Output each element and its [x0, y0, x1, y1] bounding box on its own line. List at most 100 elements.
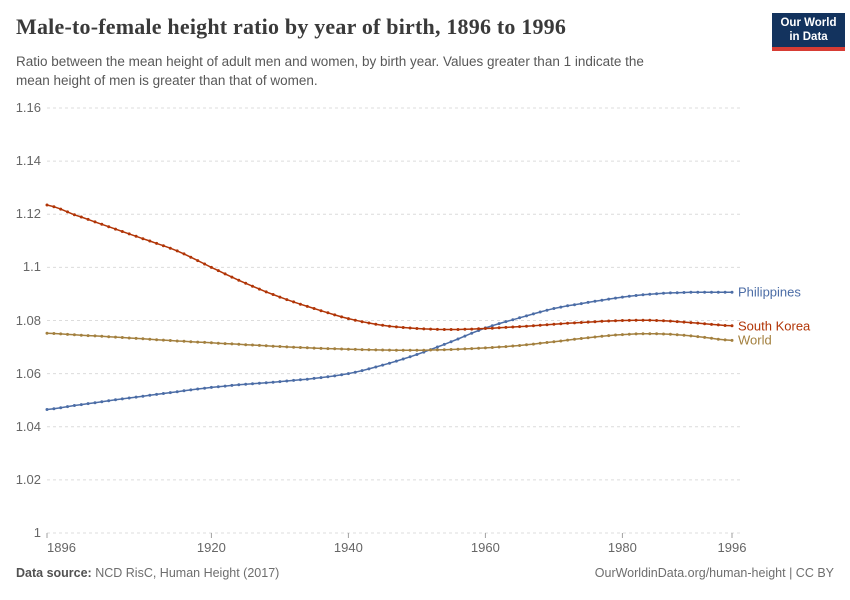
data-point[interactable]	[340, 373, 344, 377]
data-point[interactable]	[107, 399, 111, 403]
data-point[interactable]	[326, 311, 330, 315]
data-point[interactable]	[257, 287, 261, 291]
data-point[interactable]	[216, 341, 220, 345]
data-point[interactable]	[689, 334, 693, 338]
data-point[interactable]	[668, 319, 672, 323]
data-point[interactable]	[388, 348, 391, 352]
data-point[interactable]	[264, 290, 268, 294]
data-point[interactable]	[525, 343, 528, 347]
data-point[interactable]	[196, 340, 200, 344]
data-point[interactable]	[175, 390, 179, 394]
series-label-world[interactable]: World	[738, 332, 772, 348]
data-point[interactable]	[689, 290, 693, 294]
data-point[interactable]	[114, 398, 117, 402]
data-point[interactable]	[360, 348, 364, 352]
data-point[interactable]	[230, 275, 234, 279]
data-point[interactable]	[148, 337, 152, 341]
data-point[interactable]	[600, 298, 604, 302]
data-point[interactable]	[189, 340, 193, 344]
data-point[interactable]	[607, 297, 611, 301]
data-point[interactable]	[730, 324, 734, 328]
data-point[interactable]	[662, 291, 665, 295]
data-point[interactable]	[415, 327, 419, 330]
data-point[interactable]	[52, 332, 56, 335]
data-point[interactable]	[716, 337, 720, 341]
data-point[interactable]	[435, 345, 439, 349]
data-point[interactable]	[374, 365, 378, 369]
data-point[interactable]	[278, 380, 282, 384]
data-point[interactable]	[634, 294, 638, 297]
data-point[interactable]	[298, 346, 302, 349]
data-point[interactable]	[394, 348, 398, 352]
data-point[interactable]	[655, 292, 659, 296]
data-point[interactable]	[264, 381, 268, 385]
data-point[interactable]	[531, 342, 535, 346]
data-point[interactable]	[600, 319, 604, 323]
data-point[interactable]	[305, 304, 309, 308]
data-point[interactable]	[497, 322, 501, 326]
data-point[interactable]	[607, 319, 611, 323]
data-point[interactable]	[586, 320, 590, 324]
data-point[interactable]	[538, 323, 542, 327]
data-point[interactable]	[326, 375, 330, 379]
data-point[interactable]	[648, 292, 652, 296]
series-line-world[interactable]	[46, 332, 733, 352]
data-point[interactable]	[593, 299, 597, 303]
data-point[interactable]	[285, 298, 289, 302]
data-point[interactable]	[203, 386, 207, 390]
data-point[interactable]	[559, 305, 563, 309]
data-point[interactable]	[381, 323, 385, 327]
data-point[interactable]	[456, 337, 460, 341]
data-point[interactable]	[586, 336, 590, 340]
data-point[interactable]	[463, 327, 467, 331]
data-point[interactable]	[483, 327, 487, 330]
data-point[interactable]	[607, 334, 611, 338]
data-point[interactable]	[559, 322, 563, 326]
data-point[interactable]	[531, 324, 535, 328]
data-point[interactable]	[648, 318, 652, 322]
data-point[interactable]	[518, 316, 522, 320]
data-point[interactable]	[703, 290, 707, 294]
data-point[interactable]	[435, 327, 439, 331]
data-point[interactable]	[394, 325, 398, 329]
data-point[interactable]	[182, 339, 186, 343]
data-point[interactable]	[353, 318, 357, 322]
data-point[interactable]	[579, 337, 583, 340]
data-point[interactable]	[264, 344, 268, 348]
data-point[interactable]	[182, 389, 186, 393]
data-point[interactable]	[573, 303, 576, 307]
data-point[interactable]	[251, 382, 254, 386]
data-point[interactable]	[312, 346, 316, 350]
data-point[interactable]	[45, 203, 49, 207]
data-point[interactable]	[66, 210, 69, 214]
data-point[interactable]	[614, 319, 617, 323]
data-point[interactable]	[312, 307, 316, 310]
data-point[interactable]	[566, 321, 570, 325]
data-point[interactable]	[504, 345, 508, 349]
data-point[interactable]	[435, 348, 439, 352]
data-point[interactable]	[682, 333, 686, 337]
data-point[interactable]	[552, 322, 556, 326]
data-point[interactable]	[490, 326, 494, 330]
data-point[interactable]	[675, 291, 679, 295]
data-point[interactable]	[244, 382, 248, 386]
data-point[interactable]	[230, 383, 234, 387]
data-point[interactable]	[155, 392, 159, 396]
data-point[interactable]	[127, 396, 131, 400]
data-point[interactable]	[196, 387, 200, 391]
data-point[interactable]	[360, 320, 364, 324]
data-point[interactable]	[278, 295, 282, 299]
data-point[interactable]	[614, 333, 617, 337]
data-point[interactable]	[456, 328, 460, 331]
data-point[interactable]	[422, 348, 426, 352]
data-point[interactable]	[538, 341, 542, 345]
series-label-philippines[interactable]: Philippines	[738, 284, 801, 300]
data-point[interactable]	[511, 344, 515, 348]
data-point[interactable]	[723, 324, 727, 327]
data-point[interactable]	[189, 388, 193, 392]
data-point[interactable]	[662, 332, 665, 336]
data-point[interactable]	[278, 345, 282, 348]
data-point[interactable]	[483, 346, 487, 350]
data-point[interactable]	[203, 262, 207, 266]
data-point[interactable]	[353, 370, 357, 374]
